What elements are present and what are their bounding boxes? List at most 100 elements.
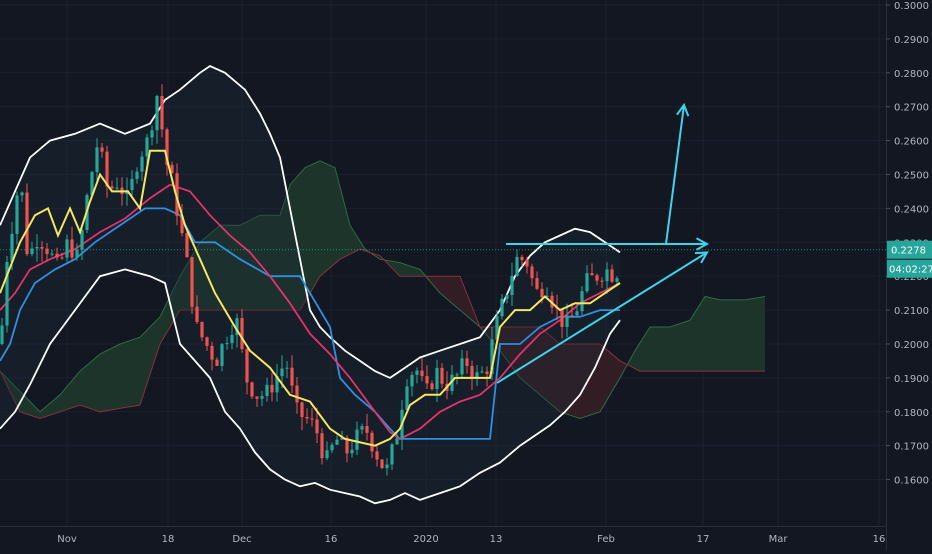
candle-body [510, 275, 514, 295]
candle-down [40, 240, 44, 262]
candle-down [465, 350, 469, 374]
price-tick-label: 0.2100 [894, 306, 929, 317]
candle-body [600, 280, 604, 282]
candle-body [50, 253, 54, 255]
moving-average-line [0, 183, 621, 440]
time-tick-label: 16 [873, 534, 886, 545]
time-tick-label: 17 [697, 534, 710, 545]
candle-up [360, 423, 364, 435]
candle-up [65, 234, 69, 263]
candle-body [520, 256, 524, 260]
candle-body [515, 256, 519, 276]
candle-down [425, 365, 429, 389]
time-tick-label: Feb [597, 534, 615, 545]
candle-down [180, 204, 184, 237]
candle-body [435, 367, 439, 389]
candle-up [330, 442, 334, 453]
candle-body [490, 339, 494, 374]
candle-body [205, 337, 209, 346]
time-tick-label: Dec [232, 534, 251, 545]
candle-body [590, 273, 594, 276]
candle-body [75, 249, 79, 258]
candle-down [45, 242, 49, 262]
candle-body [465, 358, 469, 366]
candle-up [545, 287, 549, 299]
candle-up [325, 441, 329, 461]
candle-body [425, 376, 429, 384]
candle-body [405, 386, 409, 410]
candle-body [480, 371, 484, 373]
candle-body [145, 137, 149, 157]
candle-body [215, 359, 219, 366]
countdown-value: 04:02:27 [889, 265, 932, 276]
candle-body [195, 306, 199, 322]
bollinger-fill [0, 66, 620, 504]
candle-body [150, 130, 154, 138]
candle-body [270, 384, 274, 393]
candle-down [420, 357, 424, 382]
candle-down [185, 230, 189, 258]
candle-down [375, 445, 379, 467]
candle-body [175, 173, 179, 216]
candle-body [335, 439, 339, 445]
candle-up [415, 367, 419, 384]
arrow-head [694, 251, 709, 264]
candle-body [105, 151, 109, 187]
drawing-tools[interactable] [496, 102, 710, 384]
candle-body [460, 358, 464, 375]
candle-body [475, 372, 479, 379]
candle-body [470, 365, 474, 379]
candle-up [75, 243, 79, 261]
candle-up [385, 458, 389, 476]
candle-down [520, 254, 524, 267]
candle-body [185, 233, 189, 258]
candle-up [230, 324, 234, 350]
candle-down [160, 84, 164, 138]
ichimoku-cloud [0, 66, 766, 504]
candle-body [35, 247, 39, 249]
candle-body [280, 368, 284, 377]
cloud-bearish [371, 252, 383, 260]
candle-down [290, 355, 294, 393]
candle-body [310, 418, 314, 420]
candle-up [155, 94, 159, 144]
candle-down [190, 256, 194, 314]
price-tick-label: 0.1900 [894, 374, 929, 385]
candle-body [250, 382, 254, 397]
candle-body [55, 253, 59, 258]
candle-down [320, 428, 324, 465]
candle-up [335, 435, 339, 446]
price-tick-label: 0.2000 [894, 340, 929, 351]
candle-body [615, 278, 619, 282]
candlestick-series[interactable] [0, 84, 886, 476]
time-tick-label: 18 [162, 534, 175, 545]
candle-down [365, 413, 369, 441]
price-tick-label: 0.2600 [894, 137, 929, 148]
candle-body [90, 172, 94, 196]
candle-body [80, 230, 84, 250]
candle-body [220, 344, 224, 366]
candle-up [140, 151, 144, 181]
candle-up [115, 177, 119, 191]
candle-body [165, 129, 169, 165]
candle-up [405, 379, 409, 414]
candle-body [155, 96, 159, 131]
candle-body [365, 426, 369, 433]
candle-body [500, 298, 504, 317]
cloud-bearish [426, 276, 479, 327]
candle-down [315, 407, 319, 444]
price-tick-label: 0.1600 [894, 476, 929, 487]
candle-up [460, 350, 464, 379]
candle-down [535, 271, 539, 291]
candle-body [485, 371, 489, 374]
candle-body [45, 248, 49, 255]
candle-up [5, 256, 9, 333]
price-tick-label: 0.2400 [894, 204, 929, 215]
candle-down [255, 396, 259, 407]
candle-down [270, 372, 274, 402]
time-axis[interactable]: Nov 18 Dec 16 2020 13 Feb 17 Mar 16 [0, 526, 886, 550]
candle-down [165, 127, 169, 176]
candle-body [70, 239, 74, 258]
